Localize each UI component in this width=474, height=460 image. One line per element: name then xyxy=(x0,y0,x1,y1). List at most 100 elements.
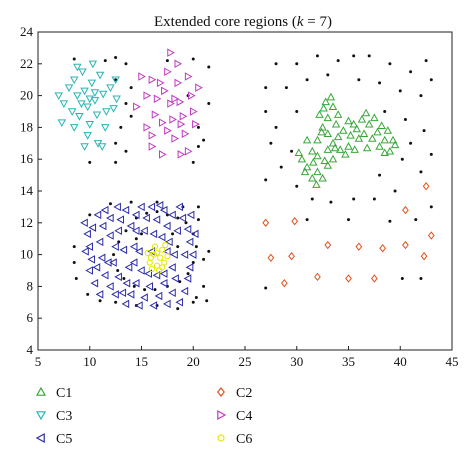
marker-c5 xyxy=(87,255,96,264)
marker-c6 xyxy=(159,246,166,253)
marker-c3 xyxy=(64,84,74,93)
marker-c4 xyxy=(143,91,152,100)
noise-point xyxy=(264,110,268,113)
marker-c5 xyxy=(171,274,179,283)
marker-c5 xyxy=(95,237,104,247)
marker-c5 xyxy=(185,263,194,272)
marker-c5 xyxy=(111,290,119,299)
x-tick-label: 25 xyxy=(239,354,252,369)
noise-point xyxy=(409,141,413,145)
marker-c3 xyxy=(112,95,121,104)
noise-point xyxy=(388,219,392,223)
marker-c2 xyxy=(422,182,430,191)
noise-point xyxy=(274,125,278,129)
marker-c5 xyxy=(114,226,122,235)
marker-c3 xyxy=(98,90,108,99)
marker-c5 xyxy=(106,282,114,291)
marker-c3 xyxy=(95,71,105,80)
x-tick-label: 5 xyxy=(35,354,42,369)
noise-point xyxy=(269,141,273,145)
noise-point xyxy=(191,160,195,164)
marker-c5 xyxy=(97,253,106,263)
noise-point xyxy=(347,218,350,222)
marker-c6 xyxy=(148,265,155,272)
legend-marker-c3 xyxy=(35,411,47,421)
x-tick-label: 35 xyxy=(342,354,355,369)
marker-c4 xyxy=(158,118,167,127)
marker-c5 xyxy=(162,221,171,231)
marker-c5 xyxy=(131,278,140,288)
noise-point xyxy=(117,240,121,244)
background-points xyxy=(72,54,433,311)
marker-c1 xyxy=(380,148,389,157)
noise-point xyxy=(72,57,76,61)
marker-c5 xyxy=(186,210,195,220)
marker-c3 xyxy=(109,105,118,113)
series-c2 xyxy=(262,182,435,288)
chart-title: Extended core regions (k = 7) xyxy=(154,14,332,30)
marker-c1 xyxy=(328,154,338,163)
plot-frame xyxy=(37,31,453,351)
noise-point xyxy=(122,276,126,280)
noise-point xyxy=(310,197,314,201)
marker-c4 xyxy=(133,102,141,111)
marker-c2 xyxy=(262,218,270,228)
noise-point xyxy=(414,218,418,222)
noise-point xyxy=(196,205,200,209)
marker-c5 xyxy=(149,301,158,310)
noise-point xyxy=(132,284,136,288)
marker-c6 xyxy=(146,259,153,266)
marker-c5 xyxy=(83,229,91,239)
series-c6 xyxy=(144,242,171,274)
noise-point xyxy=(134,237,138,241)
noise-point xyxy=(140,232,143,236)
noise-point xyxy=(295,184,299,188)
noise-point xyxy=(329,200,333,204)
marker-c5 xyxy=(81,247,89,256)
noise-point xyxy=(176,307,180,311)
y-tick-label: 14 xyxy=(20,183,34,198)
marker-c1 xyxy=(352,124,362,133)
marker-c3 xyxy=(78,68,87,77)
marker-c5 xyxy=(142,213,150,223)
marker-c5 xyxy=(116,215,125,224)
noise-point xyxy=(205,299,209,303)
marker-c4 xyxy=(158,150,167,159)
marker-c1 xyxy=(328,138,338,147)
marker-c2 xyxy=(324,240,332,250)
marker-c5 xyxy=(137,266,145,275)
noise-point xyxy=(103,59,107,63)
marker-c5 xyxy=(109,258,117,267)
marker-c5 xyxy=(111,242,119,251)
noise-point xyxy=(264,286,268,290)
noise-point xyxy=(409,70,413,74)
noise-point xyxy=(383,110,387,113)
series-c4 xyxy=(133,48,203,159)
noise-point xyxy=(352,197,356,201)
marker-c4 xyxy=(184,147,193,156)
marker-c5 xyxy=(155,201,164,210)
marker-c6 xyxy=(155,267,163,274)
noise-point xyxy=(290,149,294,153)
marker-c6 xyxy=(147,254,154,261)
marker-c4 xyxy=(167,99,175,108)
noise-point xyxy=(202,257,206,261)
marker-c4 xyxy=(156,78,165,88)
marker-c1 xyxy=(300,167,310,176)
marker-c4 xyxy=(187,91,196,100)
marker-c4 xyxy=(148,75,157,84)
marker-c5 xyxy=(129,242,138,251)
marker-c1 xyxy=(323,161,333,169)
marker-c5 xyxy=(100,271,109,280)
marker-c1 xyxy=(308,146,317,155)
marker-c5 xyxy=(159,278,168,288)
noise-point xyxy=(352,54,356,58)
legend-label-c5: C5 xyxy=(56,432,72,447)
marker-c5 xyxy=(90,278,99,288)
marker-c4 xyxy=(169,115,177,124)
noise-point xyxy=(176,245,180,249)
marker-c1 xyxy=(361,108,371,117)
noise-point xyxy=(124,229,128,233)
marker-c5 xyxy=(135,247,143,256)
marker-c1 xyxy=(333,132,343,141)
